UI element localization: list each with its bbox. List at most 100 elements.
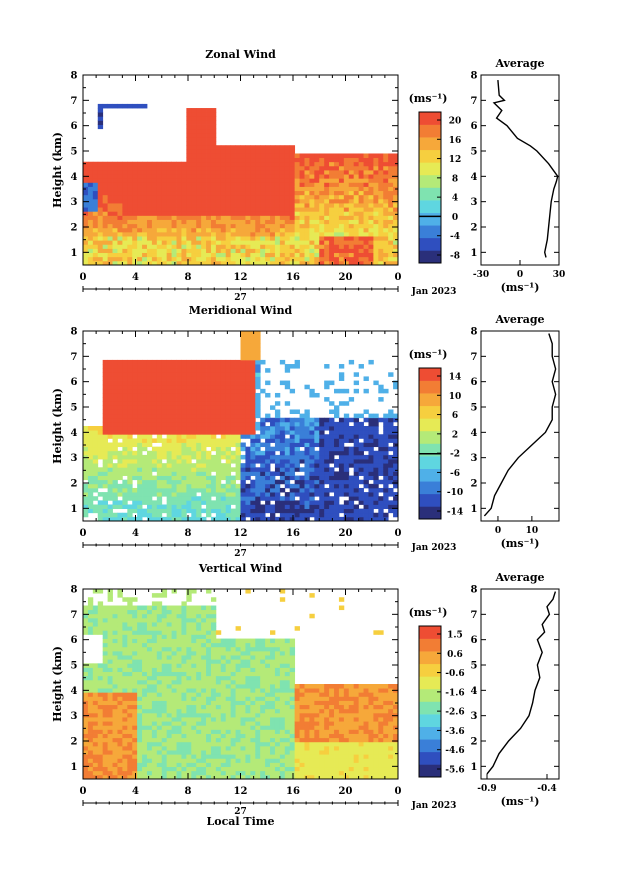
heatmap-cell	[171, 409, 177, 415]
heatmap-cell	[107, 260, 113, 266]
heatmap-cell	[304, 438, 310, 443]
heatmap-cell	[324, 504, 330, 510]
heatmap-cell	[201, 380, 207, 386]
heatmap-cell	[343, 388, 350, 394]
heatmap-cell	[132, 161, 138, 167]
heatmap-cell	[151, 717, 158, 722]
heatmap-cell	[289, 182, 296, 187]
heatmap-cell	[132, 675, 138, 681]
heatmap-cell	[97, 745, 104, 751]
heatmap-cell	[309, 492, 315, 497]
heatmap-cell	[294, 252, 300, 258]
heatmap-cell	[146, 434, 153, 439]
heatmap-cell	[142, 231, 148, 237]
heatmap-cell	[92, 459, 99, 464]
heatmap-cell	[191, 252, 197, 258]
heatmap-cell	[122, 442, 128, 448]
heatmap-cell	[235, 194, 241, 200]
heatmap-cell	[191, 438, 197, 443]
heatmap-cell	[230, 256, 236, 262]
heatmap-cell	[393, 434, 399, 439]
heatmap-cell	[274, 182, 281, 187]
heatmap-cell	[102, 634, 109, 639]
heatmap-cell	[314, 438, 320, 443]
heatmap-cell	[230, 475, 236, 481]
profile-y-label: 8	[471, 327, 478, 338]
heatmap-cell	[171, 434, 177, 439]
heatmap-cell	[373, 186, 379, 192]
heatmap-cell	[240, 227, 246, 233]
heatmap-cell	[265, 190, 271, 196]
heatmap-cell	[289, 153, 296, 159]
heatmap-cell	[348, 426, 355, 431]
heatmap-cell	[146, 475, 153, 481]
heatmap-cell	[378, 157, 384, 163]
heatmap-cell	[279, 215, 286, 220]
heatmap-cell	[137, 626, 143, 631]
heatmap-cell	[171, 741, 177, 747]
heatmap-cell	[289, 508, 296, 514]
heatmap-cell	[122, 679, 128, 685]
heatmap-cell	[102, 675, 109, 681]
heatmap-cell	[87, 492, 94, 497]
heatmap-cell	[112, 504, 118, 510]
heatmap-cell	[146, 467, 153, 472]
heatmap-cell	[137, 659, 143, 664]
heatmap-cell	[353, 508, 360, 514]
heatmap-cell	[166, 174, 172, 179]
heatmap-cell	[151, 638, 158, 644]
heatmap-cell	[284, 459, 291, 464]
heatmap-cell	[97, 120, 104, 125]
heatmap-cell	[97, 475, 104, 481]
heatmap-cell	[255, 483, 261, 489]
heatmap-cell	[201, 240, 207, 245]
heatmap-cell	[156, 364, 163, 369]
heatmap-cell	[122, 729, 128, 734]
heatmap-cell	[196, 384, 202, 390]
heatmap-cell	[250, 417, 256, 423]
heatmap-cell	[309, 240, 315, 245]
profile-y-label: 1	[471, 504, 478, 515]
heatmap-cell	[166, 364, 172, 369]
heatmap-cell	[334, 182, 340, 187]
heatmap-cell	[289, 207, 296, 212]
heatmap-cell	[343, 504, 350, 510]
heatmap-cell	[284, 207, 291, 212]
heatmap-cell	[112, 717, 118, 722]
heatmap-cell	[132, 613, 138, 619]
heatmap-cell	[255, 215, 261, 220]
heatmap-cell	[132, 692, 138, 697]
heatmap-cell	[102, 700, 109, 706]
heatmap-cell	[92, 684, 99, 689]
heatmap-cell	[304, 190, 310, 196]
heatmap-cell	[191, 219, 197, 225]
heatmap-cell	[117, 712, 123, 718]
heatmap-cell	[255, 492, 261, 497]
heatmap-cell	[220, 364, 227, 369]
heatmap-cell	[112, 388, 118, 394]
heatmap-cell	[206, 207, 212, 212]
heatmap-cell	[201, 401, 207, 406]
heatmap-cell	[92, 750, 99, 755]
heatmap-cell	[171, 401, 177, 406]
heatmap-cell	[314, 430, 320, 435]
heatmap-cell	[383, 190, 389, 196]
heatmap-cell	[107, 717, 113, 722]
heatmap-cell	[122, 161, 128, 167]
heatmap-cell	[107, 207, 113, 212]
heatmap-cell	[304, 153, 310, 159]
heatmap-cell	[107, 479, 113, 485]
heatmap-cell	[343, 190, 350, 196]
heatmap-cell	[279, 223, 286, 229]
heatmap-cell	[220, 190, 227, 196]
heatmap-cell	[156, 219, 163, 225]
heatmap-cell	[230, 417, 236, 423]
heatmap-cell	[250, 240, 256, 245]
heatmap-cell	[137, 622, 143, 627]
heatmap-cell	[112, 413, 118, 419]
heatmap-cell	[215, 256, 222, 262]
heatmap-cell	[363, 157, 369, 163]
heatmap-cell	[151, 417, 158, 423]
heatmap-cell	[132, 244, 138, 249]
heatmap-cell	[176, 774, 182, 780]
